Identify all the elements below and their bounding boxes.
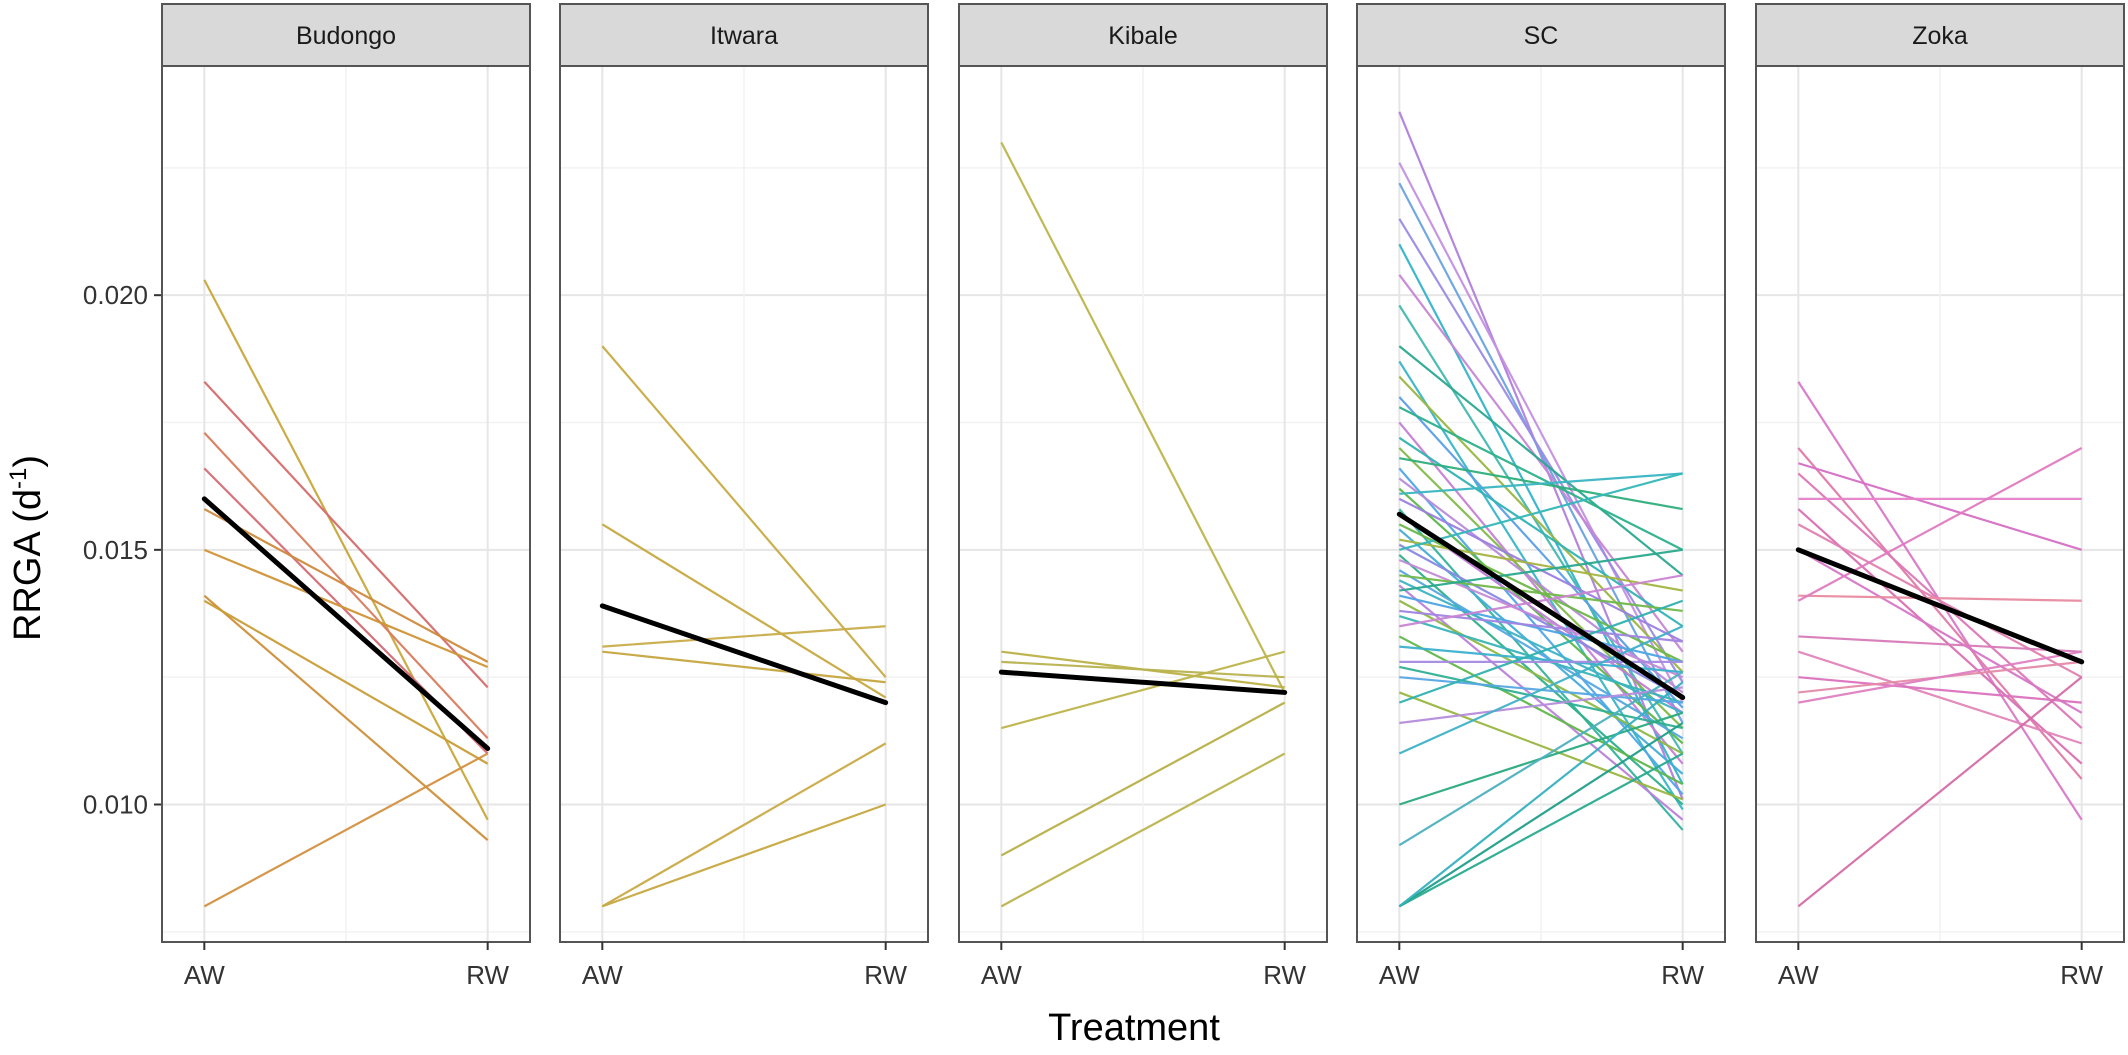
x-tick-label: RW bbox=[1661, 960, 1704, 990]
individual-line bbox=[601, 803, 887, 908]
individual-line bbox=[1398, 345, 1684, 577]
individual-line bbox=[1399, 686, 1683, 725]
individual-line bbox=[1798, 635, 2082, 653]
x-tick-label: RW bbox=[466, 960, 509, 990]
individual-line bbox=[203, 548, 489, 668]
facet-panel-itwara: Itwara AW RW bbox=[559, 3, 929, 990]
facet-strip bbox=[559, 3, 929, 67]
individual-line bbox=[203, 752, 489, 908]
mean-line bbox=[599, 603, 889, 706]
individual-line bbox=[203, 279, 489, 821]
individual-line bbox=[203, 599, 489, 765]
facet-strip bbox=[161, 3, 531, 67]
x-tick-label: AW bbox=[981, 960, 1022, 990]
individual-line bbox=[1797, 447, 2083, 602]
individual-line bbox=[1399, 574, 1683, 628]
x-tick-label: RW bbox=[864, 960, 907, 990]
individual-line bbox=[1797, 447, 2083, 780]
individual-line bbox=[1398, 375, 1684, 673]
x-axis-title: Treatment bbox=[1048, 1007, 1220, 1049]
individual-line bbox=[1398, 111, 1684, 800]
individual-line bbox=[601, 742, 887, 908]
y-tick-label: 0.020 bbox=[83, 280, 148, 310]
individual-line bbox=[602, 650, 886, 684]
mean-line bbox=[1396, 511, 1686, 701]
individual-line bbox=[1398, 625, 1684, 755]
individual-line bbox=[1398, 691, 1684, 801]
facet-panel-kibale: Kibale AW RW bbox=[958, 3, 1328, 990]
facet-strip-label: Budongo bbox=[296, 22, 396, 50]
individual-line bbox=[1001, 650, 1285, 730]
individual-line bbox=[1399, 548, 1683, 592]
individual-line bbox=[1398, 554, 1684, 806]
facet-strip bbox=[1356, 3, 1726, 67]
individual-line bbox=[1001, 660, 1285, 679]
individual-line bbox=[1398, 569, 1684, 740]
individual-line bbox=[1398, 274, 1684, 653]
individual-line bbox=[1398, 543, 1684, 699]
facet-strip-label: Zoka bbox=[1912, 22, 1968, 50]
individual-line bbox=[1398, 599, 1684, 704]
individual-line bbox=[1398, 579, 1684, 714]
individual-line bbox=[1398, 681, 1684, 908]
individual-line bbox=[1399, 472, 1683, 495]
facet-panel-budongo: Budongo AW RW bbox=[161, 3, 531, 990]
individual-line bbox=[1399, 538, 1683, 592]
individual-line bbox=[1398, 436, 1684, 628]
individual-line bbox=[1000, 752, 1286, 908]
individual-line bbox=[1398, 406, 1684, 551]
individual-line bbox=[1399, 472, 1683, 551]
individual-line bbox=[602, 625, 886, 648]
facet-strip bbox=[1755, 3, 2125, 67]
individual-line bbox=[1797, 676, 2083, 908]
individual-line bbox=[601, 345, 887, 678]
individual-line bbox=[1000, 141, 1286, 693]
individual-line bbox=[1798, 594, 2082, 602]
individual-line bbox=[1000, 701, 1286, 857]
x-tick-label: AW bbox=[1778, 960, 1819, 990]
individual-line bbox=[1798, 650, 2082, 704]
facet-panel-sc: SC AW RW bbox=[1356, 3, 1726, 990]
mean-line bbox=[998, 669, 1288, 695]
facet-strip bbox=[958, 3, 1328, 67]
individual-line bbox=[1797, 548, 2083, 714]
x-tick-label: AW bbox=[184, 960, 225, 990]
facet-panel-zoka: Zoka AW RW bbox=[1755, 3, 2125, 990]
individual-line bbox=[1797, 508, 2083, 765]
individual-line bbox=[1398, 447, 1684, 729]
y-tick-label: 0.015 bbox=[83, 535, 148, 565]
x-tick-label: AW bbox=[582, 960, 623, 990]
mean-line bbox=[1795, 547, 2085, 665]
x-tick-label: RW bbox=[1263, 960, 1306, 990]
individual-line bbox=[1398, 162, 1684, 704]
individual-line bbox=[1399, 665, 1683, 730]
mean-line bbox=[201, 496, 491, 751]
x-tick-label: RW bbox=[2060, 960, 2103, 990]
individual-line bbox=[601, 523, 887, 699]
individual-line bbox=[1398, 508, 1684, 831]
individual-line bbox=[1797, 650, 2083, 745]
facet-strip-label: Kibale bbox=[1108, 22, 1178, 50]
individual-line bbox=[1398, 722, 1684, 908]
x-tick-label: AW bbox=[1379, 960, 1420, 990]
facet-strip-label: SC bbox=[1524, 22, 1559, 50]
individual-line bbox=[1797, 523, 2083, 679]
individual-line bbox=[1399, 609, 1683, 643]
individual-line bbox=[1798, 676, 2082, 704]
individual-line bbox=[1398, 671, 1684, 847]
individual-line bbox=[203, 508, 489, 663]
y-tick-label: 0.010 bbox=[83, 789, 148, 819]
individual-line bbox=[1398, 182, 1684, 724]
individual-line bbox=[1398, 752, 1684, 908]
individual-line bbox=[1399, 594, 1683, 663]
individual-line bbox=[1797, 462, 2083, 551]
individual-line bbox=[203, 594, 489, 841]
y-axis-title: RRGA (d-1) bbox=[5, 455, 49, 641]
facet-strip-label: Itwara bbox=[710, 22, 778, 50]
individual-line bbox=[1398, 559, 1684, 679]
individual-line bbox=[1399, 574, 1683, 613]
